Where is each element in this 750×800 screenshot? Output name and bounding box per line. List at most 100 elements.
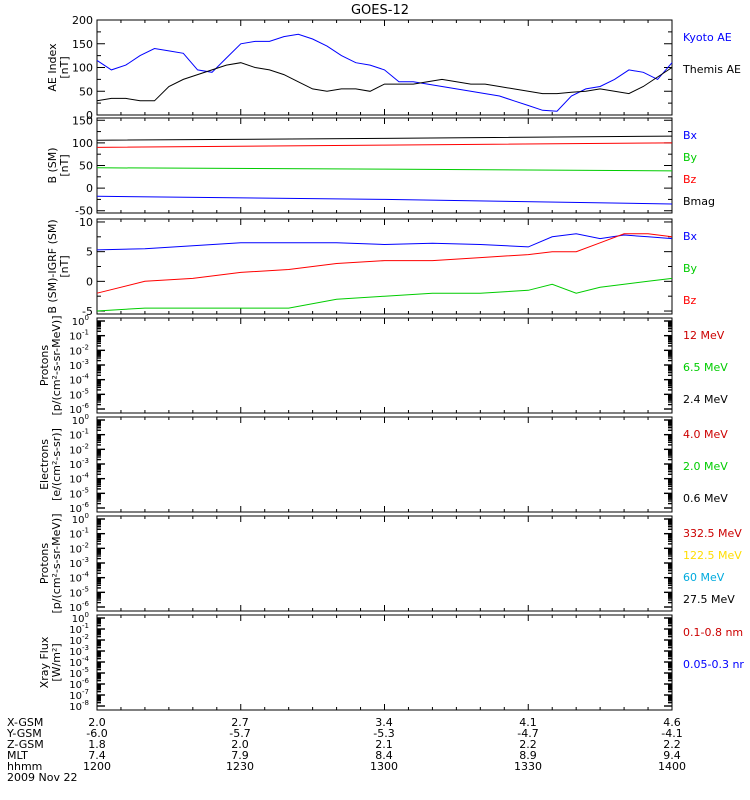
legend-entry: 4.0 MeV xyxy=(683,428,728,441)
series-by xyxy=(96,277,673,312)
legend-entry: 2.0 MeV xyxy=(683,460,728,473)
legend-entry: 0.05-0.3 nr xyxy=(683,658,744,671)
y-tick-label: 10-3 xyxy=(69,358,89,372)
y-tick-exponent: -6 xyxy=(82,402,90,410)
y-tick-label: 150 xyxy=(72,38,93,51)
y-tick-exponent: -8 xyxy=(82,699,89,707)
y-tick-exponent: -1 xyxy=(82,428,89,436)
y-tick-label: -50 xyxy=(75,205,93,218)
footer-row-label: Y-GSM xyxy=(6,727,42,740)
footer-cell: 1200 xyxy=(83,760,111,773)
footer-row-label: Z-GSM xyxy=(7,738,44,751)
footer-cell: -5.3 xyxy=(373,727,394,740)
series-bz xyxy=(96,167,673,172)
y-tick-exponent: -3 xyxy=(82,358,89,366)
panel-7: 10010-110-210-310-410-510-610-710-8Xray … xyxy=(38,611,744,713)
footer-row-label: hhmm xyxy=(7,760,42,773)
footer-row-label: 2009 Nov 22 xyxy=(7,771,77,784)
panel-1: 0 50 100 150 200 AE Index [nT] Kyoto AE Themis A… xyxy=(46,14,741,122)
y-axis-label: Protons xyxy=(38,543,51,584)
y-tick-exponent: 0 xyxy=(85,413,89,421)
y-tick-label: 100 xyxy=(72,137,93,150)
y-tick-exponent: -2 xyxy=(82,343,89,351)
footer-cell: -6.0 xyxy=(86,727,107,740)
panel-frame xyxy=(96,515,673,612)
y-tick-exponent: -5 xyxy=(82,486,89,494)
y-tick-exponent: -7 xyxy=(82,688,89,696)
y-tick-label: 50 xyxy=(79,85,93,98)
footer-cell: 1400 xyxy=(658,760,686,773)
y-tick-label: 10-5 xyxy=(69,387,89,401)
y-tick-exponent: -1 xyxy=(82,329,89,337)
y-tick-label: 10-5 xyxy=(69,486,89,500)
footer-row-label: MLT xyxy=(7,749,28,762)
y-axis-label: B (SM)-IGRF (SM) xyxy=(46,219,59,313)
legend-entry: 2.4 MeV xyxy=(683,393,728,406)
y-tick-label: 10-4 xyxy=(69,472,89,486)
y-tick-label: 0 xyxy=(86,182,93,195)
series-bx xyxy=(96,233,673,251)
series-by xyxy=(96,142,673,148)
legend-entry: Bmag xyxy=(683,195,715,208)
y-tick-label: 100 xyxy=(72,62,93,75)
series-bz xyxy=(96,233,673,294)
legend-entry: 27.5 MeV xyxy=(683,593,735,606)
footer-cell: 2.2 xyxy=(663,738,681,751)
legend-entry: 332.5 MeV xyxy=(683,527,742,540)
y-tick-exponent: -1 xyxy=(82,527,89,535)
panel-frame xyxy=(96,416,673,513)
y-axis-label: Protons xyxy=(38,345,51,386)
legend-entry: 0.1-0.8 nm xyxy=(683,626,743,639)
footer-cell: 2.1 xyxy=(375,738,393,751)
footer-cell: 2.7 xyxy=(231,716,249,729)
y-tick-exponent: 0 xyxy=(85,611,89,619)
y-axis-label: B (SM) xyxy=(46,147,59,183)
y-tick-label: 10-1 xyxy=(69,527,89,541)
series-themis-ae xyxy=(96,62,673,102)
y-axis-label: [p/(cm²-s-sr-MeV)] xyxy=(50,514,63,614)
footer-cell: 1330 xyxy=(514,760,542,773)
y-tick-label: 10-3 xyxy=(69,457,89,471)
y-tick-exponent: -5 xyxy=(82,585,89,593)
y-axis-label: [p/(cm²-s-sr-MeV)] xyxy=(50,316,63,416)
legend-entry: 60 MeV xyxy=(683,571,725,584)
y-tick-exponent: -6 xyxy=(82,600,90,608)
legend-entry: 12 MeV xyxy=(683,329,725,342)
legend-entry: By xyxy=(683,151,698,164)
legend-entry: 122.5 MeV xyxy=(683,549,742,562)
y-tick-exponent: -4 xyxy=(82,571,90,579)
legend-entry: Themis AE xyxy=(682,63,741,76)
footer-cell: 1300 xyxy=(370,760,398,773)
panel-3: -5 0 5 10 B (SM)-IGRF (SM) [nT] Bx By Bz xyxy=(46,216,698,318)
y-tick-exponent: -5 xyxy=(82,666,89,674)
y-tick-label: 10-1 xyxy=(69,428,89,442)
y-axis-label: [W/m²] xyxy=(50,643,63,681)
y-tick-exponent: -5 xyxy=(82,387,89,395)
series-bmag xyxy=(96,195,673,205)
y-tick-label: 150 xyxy=(72,114,93,127)
footer-cell: 2.0 xyxy=(88,716,106,729)
y-axis-label: Electrons xyxy=(38,439,51,490)
series-kyoto-ae xyxy=(96,33,673,112)
y-axis-unit: [nT] xyxy=(58,255,71,277)
legend-entry: Bz xyxy=(683,294,697,307)
y-tick-label: 100 xyxy=(72,314,89,328)
panel-2: -50 0 50 100 150 B (SM) [nT] Bx By Bz Bmag xyxy=(46,114,715,217)
y-tick-label: 10-3 xyxy=(69,556,89,570)
y-tick-label: 10-4 xyxy=(69,373,89,387)
y-tick-exponent: -4 xyxy=(82,655,90,663)
footer-cell: -4.1 xyxy=(661,727,682,740)
y-tick-exponent: -2 xyxy=(82,442,89,450)
footer-cell: -4.7 xyxy=(517,727,538,740)
y-axis-label: Xray Flux xyxy=(38,636,51,688)
y-tick-label: 100 xyxy=(72,413,89,427)
y-tick-exponent: -2 xyxy=(82,633,89,641)
y-tick-label: 10-2 xyxy=(69,442,89,456)
footer-cell: 9.4 xyxy=(663,749,681,762)
y-tick-exponent: 0 xyxy=(85,314,89,322)
footer-cell: 8.4 xyxy=(375,749,393,762)
